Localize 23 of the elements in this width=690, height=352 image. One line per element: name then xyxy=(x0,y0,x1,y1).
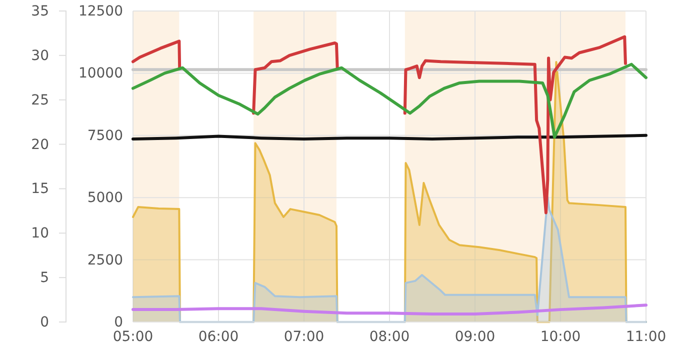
y2-tick-label: 5000 xyxy=(87,190,123,206)
x-tick-label: 07:00 xyxy=(284,328,324,345)
line-series xyxy=(132,304,648,316)
x-tick-label: 05:00 xyxy=(112,328,154,345)
x-tick-label: 11:00 xyxy=(626,328,666,345)
x-tick-label: 08:00 xyxy=(369,328,410,345)
y2-tick-label: 12500 xyxy=(78,3,123,20)
x-tick-label: 06:00 xyxy=(198,328,239,345)
y-tick-label: 5 xyxy=(40,270,49,286)
y2-tick-label: 2500 xyxy=(87,252,123,268)
y-tick-label: 25 xyxy=(31,92,49,108)
y2-tick-label: 10000 xyxy=(78,66,123,82)
y-tick-label: 20 xyxy=(31,136,49,153)
y-tick-label: 35 xyxy=(31,3,49,20)
x-tick-label: 09:00 xyxy=(454,328,496,345)
x-tick-label: 10:00 xyxy=(540,328,581,345)
y2-tick-label: 0 xyxy=(114,314,123,330)
y-tick-label: 0 xyxy=(40,314,49,330)
y-tick-label: 15 xyxy=(31,181,49,198)
y-tick-label: 10 xyxy=(31,226,49,242)
y2-tick-label: 7500 xyxy=(87,128,123,144)
line-series xyxy=(132,62,648,139)
y-tick-label: 30 xyxy=(31,48,49,64)
